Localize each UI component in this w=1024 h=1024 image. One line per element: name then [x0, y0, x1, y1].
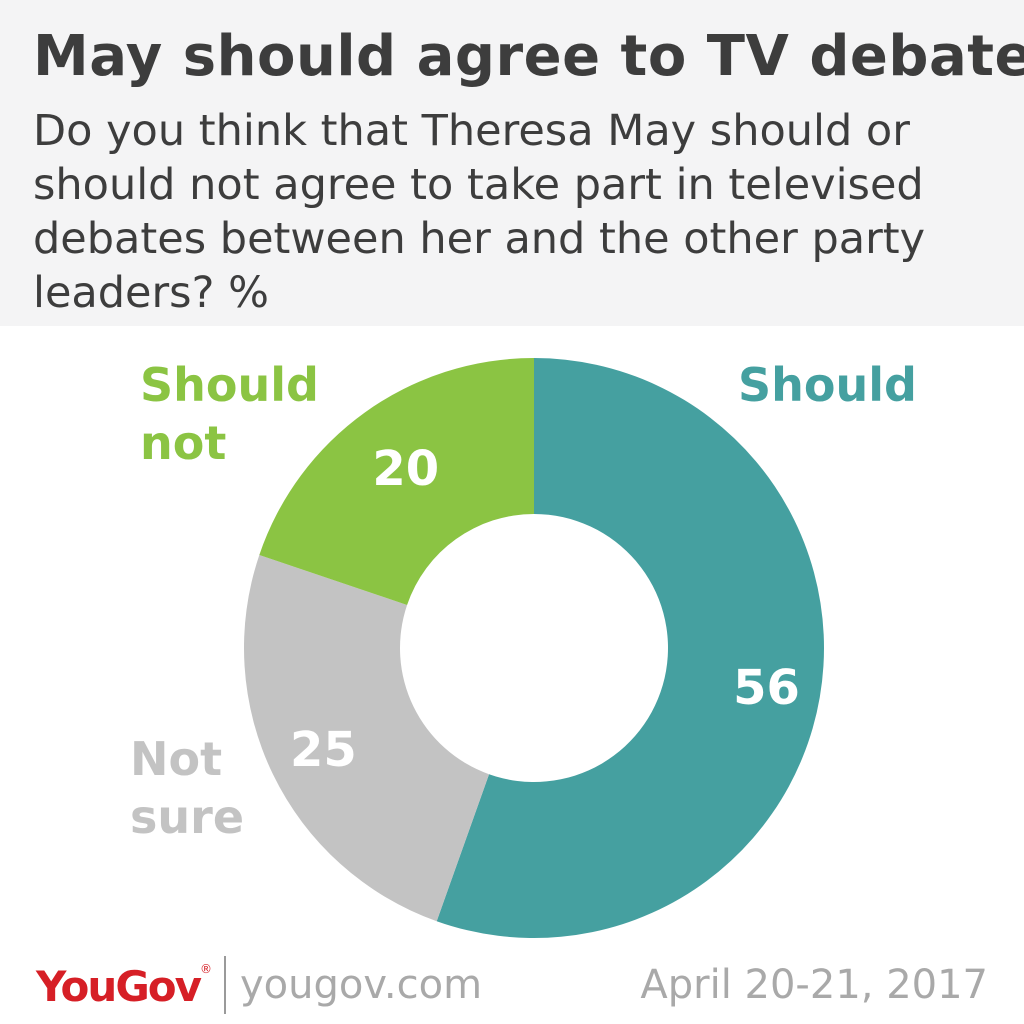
slice-value-label: 20	[372, 441, 439, 497]
category-label-line: Not	[130, 732, 223, 786]
donut-slice	[436, 358, 824, 938]
category-label-line: Should	[140, 358, 319, 412]
category-label-not-sure: Not sure	[130, 730, 244, 846]
chart-title: May should agree to TV debates	[33, 24, 1024, 89]
slice-value-label: 25	[290, 722, 357, 778]
category-label-should: Should	[738, 356, 917, 414]
chart-subtitle: Do you think that Theresa May should or …	[33, 106, 926, 318]
brand-name: YouGov	[36, 962, 202, 1011]
website-link[interactable]: yougov.com	[240, 962, 483, 1008]
category-label-should-not: Should not	[140, 356, 319, 472]
category-label-line: Should	[738, 358, 917, 412]
footer-divider	[224, 956, 226, 1014]
chart-header: May should agree to TV debates Do you th…	[0, 0, 1024, 326]
donut-slice	[243, 554, 490, 922]
survey-date: April 20-21, 2017	[640, 962, 988, 1008]
category-label-line: not	[140, 416, 227, 470]
registered-mark: ®	[200, 962, 212, 976]
slice-value-label: 56	[733, 660, 800, 716]
donut-slice	[259, 358, 534, 606]
category-label-line: sure	[130, 790, 245, 844]
yougov-logo: YouGov®	[36, 962, 212, 1011]
donut-chart: 56 25 20	[243, 358, 824, 938]
